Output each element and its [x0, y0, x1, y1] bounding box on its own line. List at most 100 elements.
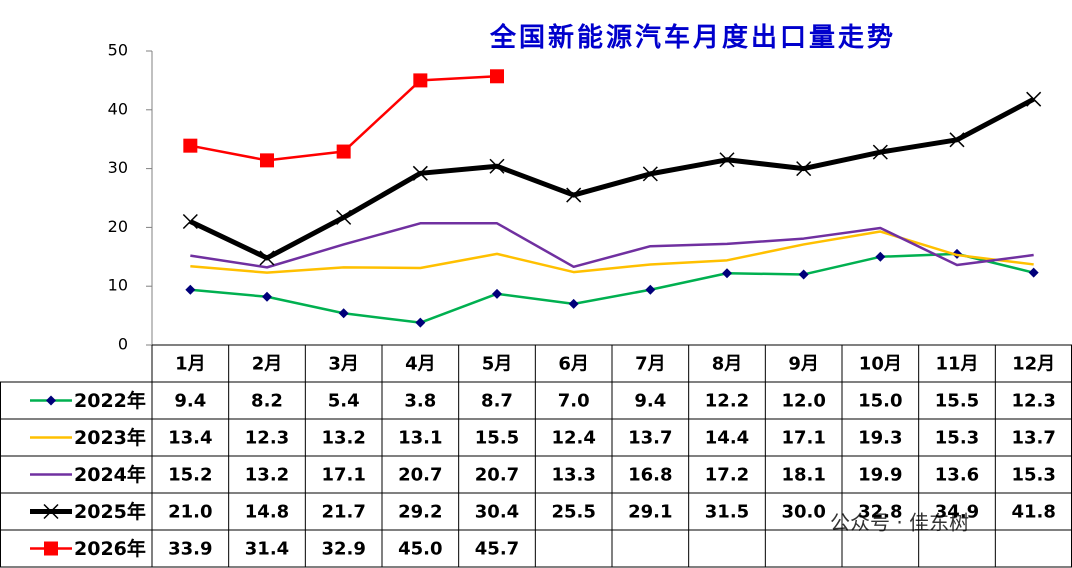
table-value: 15.0: [858, 391, 902, 412]
data-point: [875, 251, 886, 262]
table-value: 19.3: [858, 428, 902, 449]
y-tick-label: 0: [118, 335, 128, 354]
table-value: 13.7: [628, 428, 672, 449]
x-tick-label: 12月: [1012, 354, 1055, 375]
table-value: 31.5: [705, 502, 749, 523]
y-tick-label: 50: [108, 41, 128, 60]
data-point: [1028, 267, 1039, 278]
table-value: 17.1: [321, 465, 365, 486]
table-value: 13.4: [168, 428, 212, 449]
table-value: 8.7: [481, 391, 513, 412]
data-point: [182, 213, 198, 230]
series-line: [189, 97, 1035, 261]
series-line: [190, 252, 1034, 324]
data-point: [336, 144, 351, 159]
table-value: 31.4: [245, 539, 289, 560]
table-value: 15.3: [1011, 465, 1055, 486]
table-value: 12.0: [781, 391, 825, 412]
data-point: [338, 308, 349, 319]
legend-marker: [43, 503, 59, 520]
table-value: 3.8: [404, 391, 436, 412]
x-tick-label: 11月: [935, 354, 978, 375]
y-tick-label: 30: [108, 158, 128, 177]
legend-label: 2026年: [74, 537, 146, 560]
table-value: 14.8: [245, 502, 289, 523]
x-tick-label: 2月: [252, 354, 283, 375]
table-value: 13.6: [935, 465, 979, 486]
data-point: [1026, 91, 1042, 107]
table-value: 15.5: [935, 391, 979, 412]
table-value: 9.4: [634, 391, 666, 412]
legend-marker: [46, 395, 56, 406]
table-value: 12.2: [705, 391, 749, 412]
table-value: 45.0: [398, 539, 442, 560]
data-point: [185, 284, 196, 295]
table-value: 21.0: [168, 502, 212, 523]
watermark: 公众号 · 佳东树: [830, 511, 969, 535]
data-point: [796, 161, 812, 177]
x-tick-label: 1月: [175, 354, 206, 375]
legend-label: 2023年: [74, 426, 146, 449]
data-point: [183, 138, 198, 153]
table-value: 33.9: [168, 539, 212, 560]
table-value: 34.9: [935, 502, 979, 523]
data-point: [492, 288, 502, 299]
table-value: 32.9: [321, 539, 365, 560]
x-tick-label: 4月: [405, 354, 436, 375]
data-point: [566, 187, 582, 203]
data-point: [949, 132, 965, 148]
data-point: [490, 69, 504, 84]
data-point: [415, 317, 426, 328]
data-point: [642, 166, 658, 182]
data-point: [413, 73, 428, 88]
y-tick-label: 10: [108, 276, 128, 295]
table-value: 20.7: [398, 465, 442, 486]
legend-label: 2025年: [74, 500, 146, 523]
table-value: 18.1: [781, 465, 825, 486]
table-value: 17.2: [705, 465, 749, 486]
data-point: [260, 153, 274, 168]
table-value: 25.5: [551, 502, 595, 523]
table-value: 9.4: [174, 391, 206, 412]
table-value: 19.9: [858, 465, 902, 486]
x-tick-label: 3月: [328, 354, 359, 375]
chart-title: 全国新能源汽车月度出口量走势: [489, 22, 896, 53]
table-value: 7.0: [558, 391, 590, 412]
data-point: [336, 209, 352, 225]
table-value: 29.1: [628, 502, 672, 523]
table-value: 8.2: [251, 391, 283, 412]
table-value: 30.4: [475, 502, 519, 523]
data-point: [259, 250, 275, 266]
data-point: [872, 144, 888, 160]
table-value: 32.8: [858, 502, 902, 523]
data-point: [798, 269, 809, 280]
x-tick-label: 7月: [635, 354, 666, 375]
table-value: 45.7: [475, 539, 519, 560]
table-value: 15.5: [475, 428, 519, 449]
table-value: 13.1: [398, 428, 442, 449]
table-value: 13.7: [1011, 428, 1055, 449]
data-point: [568, 298, 579, 309]
data-point: [645, 284, 656, 295]
table-value: 14.4: [705, 428, 749, 449]
table-value: 13.2: [245, 465, 289, 486]
table-value: 30.0: [781, 502, 825, 523]
table-value: 15.3: [935, 428, 979, 449]
table-value: 13.2: [321, 428, 365, 449]
data-point: [719, 152, 735, 168]
table-value: 5.4: [328, 391, 360, 412]
table-value: 12.4: [551, 428, 595, 449]
table-value: 13.3: [551, 465, 595, 486]
x-tick-label: 9月: [788, 354, 819, 375]
data-point: [489, 158, 505, 174]
x-tick-label: 10月: [859, 354, 902, 375]
y-tick-label: 40: [108, 99, 128, 118]
table-value: 21.7: [321, 502, 365, 523]
table-value: 15.2: [168, 465, 212, 486]
data-point: [262, 291, 272, 302]
x-tick-label: 8月: [712, 354, 743, 375]
table-value: 12.3: [1011, 391, 1055, 412]
data-point: [412, 165, 428, 181]
